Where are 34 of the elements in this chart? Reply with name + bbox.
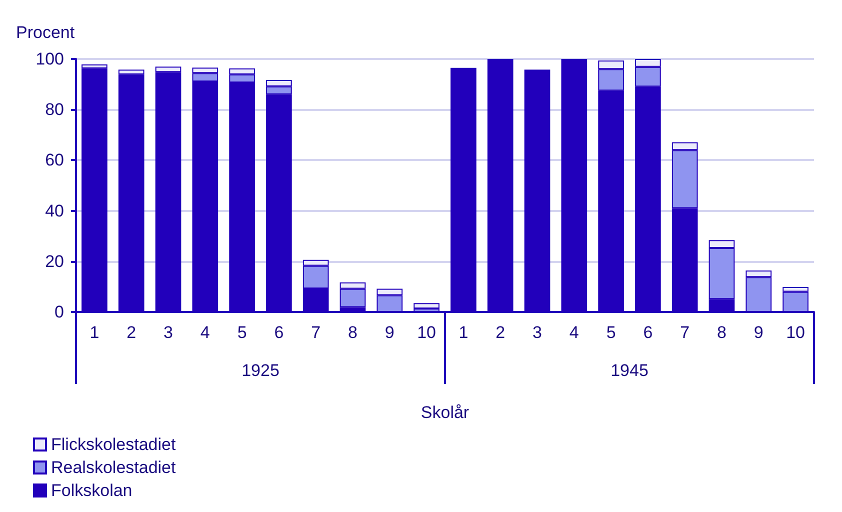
x-tick-label: 3: [164, 323, 173, 342]
x-tick-label: 4: [200, 323, 210, 342]
legend-label: Folkskolan: [51, 481, 132, 500]
text: 1945: [610, 361, 648, 380]
x-tick-label: 6: [643, 323, 653, 342]
x-tick-label: 4: [569, 323, 579, 342]
x-tick-label: 9: [384, 323, 394, 342]
y-tick-label: 0: [54, 302, 64, 322]
x-tick-label: 1: [458, 323, 468, 342]
x-tick-label: 8: [348, 323, 358, 342]
x-tick-label: 2: [496, 323, 506, 342]
legend-label: Flickskolestadiet: [51, 435, 176, 454]
x-axis-title: Skolår: [420, 403, 470, 422]
y-tick-label: 100: [36, 50, 64, 68]
y-tick-label: 40: [45, 201, 64, 220]
y-tick-label: 80: [45, 100, 64, 120]
text: 1925: [242, 361, 280, 380]
x-tick-label: 8: [717, 323, 726, 342]
x-tick-label: 10: [417, 323, 436, 342]
x-tick-label: 1: [90, 323, 100, 342]
x-tick-label: 6: [274, 323, 284, 342]
x-tick-label: 7: [680, 323, 690, 342]
bar: [414, 303, 440, 308]
legend-label: Realskolestadiet: [51, 458, 176, 477]
x-tick-label: 7: [311, 323, 321, 342]
x-tick-label: 9: [754, 323, 764, 342]
x-tick-label: 10: [786, 323, 806, 342]
y-tick-label: 60: [45, 150, 64, 170]
x-tick-label: 3: [532, 323, 542, 342]
y-tick-label: 20: [45, 252, 64, 271]
x-tick-label: 5: [237, 323, 247, 342]
x-tick-label: 2: [126, 323, 136, 342]
y-axis-title: Procent: [16, 23, 75, 42]
x-tick-label: 5: [606, 323, 616, 342]
